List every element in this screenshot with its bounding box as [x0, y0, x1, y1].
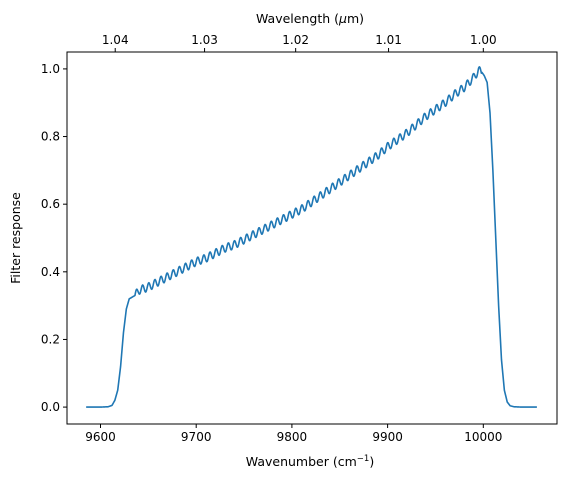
top-tick-label: 1.03 [191, 33, 218, 47]
x-tick-label: 9900 [372, 430, 403, 444]
x-tick-label: 9800 [277, 430, 308, 444]
ticks-layer: 9600 9700 9800 9900 100000.00.20.40.60.81.01… [41, 33, 502, 444]
top-tick-label: 1.04 [102, 33, 129, 47]
series-layer [85, 66, 538, 408]
x-tick-label: 9700 [181, 430, 212, 444]
x-axis-label-close: ) [369, 454, 374, 469]
top-tick-label: 1.00 [470, 33, 497, 47]
y-tick-label: 0.6 [41, 197, 60, 211]
x-tick-label: 9600 [85, 430, 116, 444]
top-axis-label-suffix: m) [347, 11, 364, 26]
top-tick-label: 1.01 [375, 33, 402, 47]
top-axis-label-prefix: Wavelength ( [256, 11, 339, 26]
top-tick-label: 1.02 [282, 33, 309, 47]
y-axis-label: Filter response [8, 192, 23, 284]
series-line-0 [85, 66, 538, 408]
y-tick-label: 0.4 [41, 265, 60, 279]
y-tick-label: 1.0 [41, 62, 60, 76]
top-axis-label-mu: μ [338, 11, 347, 26]
x-axis-label-text: Wavenumber (cm [246, 454, 357, 469]
y-tick-label: 0.2 [41, 332, 60, 346]
y-tick-label: 0.0 [41, 400, 60, 414]
x-axis-label-superscript: −1 [357, 454, 370, 464]
top-axis-label: Wavelength (μm) [256, 11, 364, 26]
y-tick-label: 0.8 [41, 130, 60, 144]
x-tick-label: 10000 [464, 430, 502, 444]
plot-area [67, 52, 557, 424]
plot-frame [66, 51, 558, 425]
x-axis-label: Wavenumber (cm−1) [246, 454, 374, 469]
